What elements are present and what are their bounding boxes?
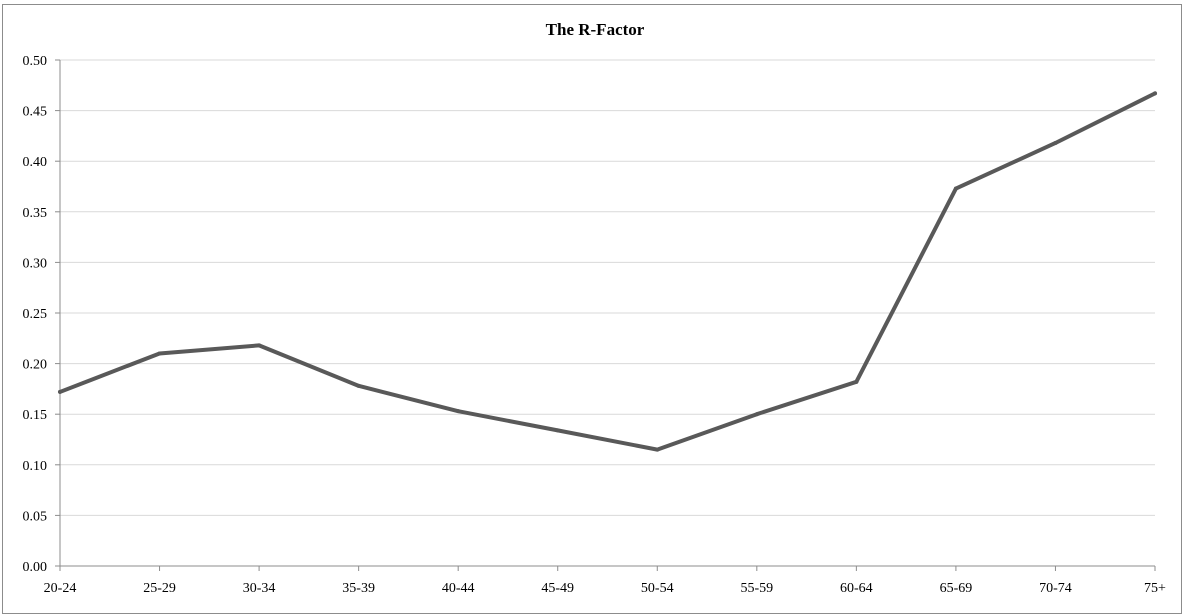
x-tick-label: 60-64 xyxy=(840,581,873,596)
x-tick-label: 55-59 xyxy=(740,581,773,596)
y-tick-label: 0.25 xyxy=(23,307,48,322)
axes xyxy=(55,59,1156,571)
x-tick-label: 45-49 xyxy=(541,581,574,596)
y-tick-label: 0.05 xyxy=(23,509,48,524)
data-point xyxy=(854,379,859,384)
y-tick-label: 0.30 xyxy=(23,256,48,271)
x-tick-label: 20-24 xyxy=(44,581,77,596)
series-line xyxy=(58,91,1157,452)
x-tick-label: 30-34 xyxy=(243,581,276,596)
x-tick-label: 50-54 xyxy=(641,581,674,596)
series xyxy=(58,91,1157,452)
y-tick-label: 0.40 xyxy=(23,155,48,170)
x-tick-label: 70-74 xyxy=(1039,581,1072,596)
y-tick-label: 0.45 xyxy=(23,105,48,120)
x-tick-labels: 20-24 25-29 30-34 35-39 40-44 45-49 50-54 55-59… xyxy=(44,581,1166,596)
y-tick-labels: 0.00 0.05 0.10 0.15 0.20 0.25 0.30 0.35 0.40 0.45… xyxy=(23,54,48,575)
data-point xyxy=(157,351,162,356)
data-point xyxy=(953,186,958,191)
data-point xyxy=(456,409,461,414)
data-point xyxy=(58,389,62,394)
y-tick-label: 0.15 xyxy=(23,408,48,423)
chart-frame xyxy=(2,4,1182,614)
y-tick-label: 0.00 xyxy=(23,560,48,575)
line-chart: 0.00 0.05 0.10 0.15 0.20 0.25 0.30 0.35 0.40 0.45… xyxy=(23,54,1167,596)
data-point xyxy=(555,428,560,433)
data-point xyxy=(356,383,361,388)
data-point xyxy=(257,343,262,348)
chart-title: The R-Factor xyxy=(545,20,645,39)
y-tick-label: 0.35 xyxy=(23,206,48,221)
data-point xyxy=(754,412,759,417)
x-tick-label: 35-39 xyxy=(342,581,375,596)
y-tick-label: 0.10 xyxy=(23,459,48,474)
y-tick-label: 0.20 xyxy=(23,358,48,373)
x-tick-label: 65-69 xyxy=(940,581,973,596)
data-point xyxy=(1053,140,1058,145)
y-tick-label: 0.50 xyxy=(23,54,48,69)
x-tick-label: 25-29 xyxy=(143,581,176,596)
data-point xyxy=(1153,91,1157,96)
gridlines xyxy=(60,59,1155,516)
data-point xyxy=(655,447,660,452)
x-tick-label: 40-44 xyxy=(442,581,475,596)
x-tick-label: 75+ xyxy=(1144,581,1166,596)
